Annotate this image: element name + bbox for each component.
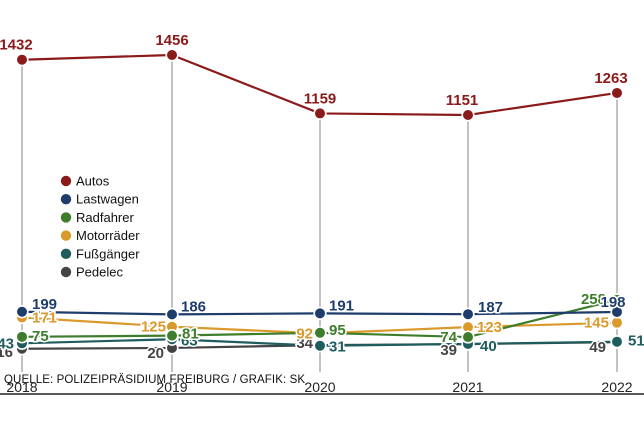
label-motorraeder-2018: 171 xyxy=(32,309,57,326)
label-radfahrer-2021: 74 xyxy=(440,329,457,346)
data-labels: 16 20 34 39 49 43 63 31 40 51 171 125 92 123 145 75 81 95… xyxy=(0,31,644,364)
legend-marker-pedelec xyxy=(60,266,72,278)
point-autos-2019 xyxy=(165,48,179,62)
point-motorraeder-2022 xyxy=(610,316,624,330)
tick-2021: 2021 xyxy=(452,379,483,395)
point-lastwagen-2018 xyxy=(15,305,29,319)
legend-marker-autos xyxy=(60,175,72,187)
point-radfahrer-2021 xyxy=(461,330,475,344)
legend-label-fussgaenger: Fußgänger xyxy=(76,246,140,261)
label-autos-2018: 1432 xyxy=(0,37,33,54)
source-credit: QUELLE: POLIZEIPRÄSIDIUM FREIBURG / GRAF… xyxy=(4,374,306,386)
legend: Autos Lastwagen Radfahrer Motorräder Fußgäng… xyxy=(60,174,140,280)
tick-2022: 2022 xyxy=(601,379,632,395)
label-lastwagen-2019: 186 xyxy=(181,298,206,315)
label-radfahrer-2019: 81 xyxy=(182,326,199,343)
label-pedelec-2019: 20 xyxy=(147,345,164,362)
label-autos-2020: 1159 xyxy=(304,90,337,107)
legend-marker-radfahrer xyxy=(60,212,72,223)
point-radfahrer-2020 xyxy=(313,326,327,340)
data-points xyxy=(15,48,624,356)
legend-label-autos: Autos xyxy=(76,174,110,189)
legend-label-lastwagen: Lastwagen xyxy=(76,192,139,207)
label-fussgaenger-2021: 40 xyxy=(480,338,497,355)
legend-marker-fussgaenger xyxy=(60,248,72,259)
label-pedelec-2021: 39 xyxy=(440,342,457,359)
point-fussgaenger-2020 xyxy=(313,339,327,353)
point-lastwagen-2022 xyxy=(610,305,624,319)
point-fussgaenger-2022 xyxy=(610,335,624,349)
point-autos-2018 xyxy=(15,53,29,67)
legend-marker-motorraeder xyxy=(60,230,72,241)
legend-label-radfahrer: Radfahrer xyxy=(76,210,134,225)
point-lastwagen-2021 xyxy=(461,307,475,321)
point-autos-2022 xyxy=(610,86,624,100)
point-autos-2021 xyxy=(461,108,475,122)
label-radfahrer-2018: 75 xyxy=(32,328,49,345)
point-radfahrer-2019 xyxy=(165,329,179,343)
label-autos-2021: 1151 xyxy=(446,92,479,109)
point-lastwagen-2019 xyxy=(165,307,179,321)
label-lastwagen-2022: 198 xyxy=(600,294,625,311)
legend-label-motorraeder: Motorräder xyxy=(76,228,140,243)
label-pedelec-2018: 16 xyxy=(0,344,13,361)
label-pedelec-2020: 34 xyxy=(296,335,313,352)
label-autos-2022: 1263 xyxy=(594,70,627,87)
label-fussgaenger-2018: 43 xyxy=(0,335,14,352)
label-radfahrer-2020: 95 xyxy=(329,322,346,339)
point-autos-2020 xyxy=(313,106,327,121)
tick-2018: 2018 xyxy=(6,379,37,395)
point-radfahrer-2018 xyxy=(15,330,29,344)
tick-2020: 2020 xyxy=(304,379,335,395)
label-fussgaenger-2020: 31 xyxy=(329,339,346,356)
label-fussgaenger-2019: 63 xyxy=(181,332,198,349)
label-motorraeder-2020: 92 xyxy=(296,325,313,342)
point-lastwagen-2020 xyxy=(313,306,327,320)
label-fussgaenger-2022: 51 xyxy=(628,333,644,350)
label-pedelec-2022: 49 xyxy=(589,339,606,356)
x-axis-ticks: 2018 2019 2020 2021 2022 xyxy=(6,379,632,395)
label-autos-2019: 1456 xyxy=(155,32,188,49)
legend-label-pedelec: Pedelec xyxy=(76,265,123,280)
label-radfahrer-2022: 258 xyxy=(581,291,606,308)
label-lastwagen-2020: 191 xyxy=(329,297,354,314)
label-lastwagen-2021: 187 xyxy=(478,299,503,316)
label-motorraeder-2022: 145 xyxy=(584,315,609,332)
label-motorraeder-2019: 125 xyxy=(141,319,166,336)
label-lastwagen-2018: 199 xyxy=(32,296,57,313)
tick-2019: 2019 xyxy=(156,379,187,395)
legend-marker-lastwagen xyxy=(60,194,72,205)
label-motorraeder-2021: 123 xyxy=(477,319,502,336)
